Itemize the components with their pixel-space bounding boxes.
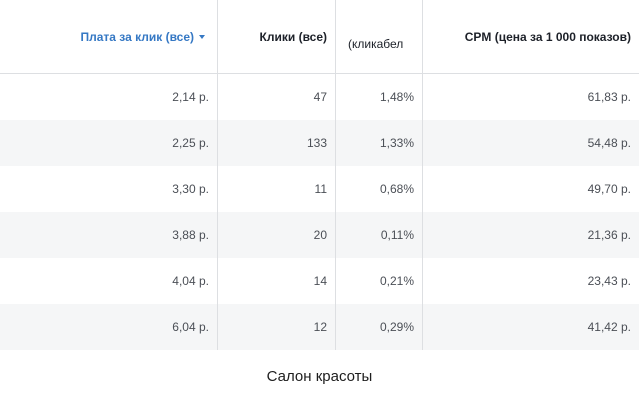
cell-cpm: 21,36 р. <box>587 228 631 242</box>
cell-clicks: 11 <box>218 166 336 212</box>
column-header-clicks-label: Клики (все) <box>259 29 327 44</box>
cell-cpc: 4,04 р. <box>0 258 218 304</box>
cell-cpm: 23,43 р. <box>587 274 631 288</box>
table-row: 3,88 р. 20 0,11% 21,36 р. <box>0 212 639 258</box>
cell-clicks: 12 <box>218 304 336 350</box>
cell-ctr: 1,48% <box>336 74 423 120</box>
table-header-row: Плата за клик (все) Клики (все) (кликабе… <box>0 0 639 74</box>
cell-clicks: 14 <box>218 258 336 304</box>
cell-cpc: 3,30 р. <box>0 166 218 212</box>
table-row: 2,14 р. 47 1,48% 61,83 р. <box>0 74 639 120</box>
table-row: 4,04 р. 14 0,21% 23,43 р. <box>0 258 639 304</box>
cell-ctr: 0,11% <box>336 212 423 258</box>
table-row: 6,04 р. 12 0,29% 41,42 р. <box>0 304 639 350</box>
cell-ctr: 1,33% <box>336 120 423 166</box>
cell-cpc: 2,14 р. <box>0 74 218 120</box>
table-row: 3,30 р. 11 0,68% 49,70 р. <box>0 166 639 212</box>
cell-cpc: 6,04 р. <box>0 304 218 350</box>
ads-metrics-table: Плата за клик (все) Клики (все) (кликабе… <box>0 0 639 350</box>
caption: Салон красоты <box>266 368 373 385</box>
cell-cpm: 61,83 р. <box>587 90 631 104</box>
column-header-cpm[interactable]: CPM (цена за 1 000 показов) <box>423 0 639 73</box>
cell-cpm: 54,48 р. <box>587 136 631 150</box>
cell-cpc: 3,88 р. <box>0 212 218 258</box>
cell-clicks: 133 <box>218 120 336 166</box>
column-header-cpm-label: CPM (цена за 1 000 показов) <box>464 29 631 44</box>
table-row: 2,25 р. 133 1,33% 54,48 р. <box>0 120 639 166</box>
cell-ctr: 0,29% <box>336 304 423 350</box>
column-header-ctr[interactable]: (кликабел <box>336 0 423 73</box>
column-header-clicks[interactable]: Клики (все) <box>218 0 336 73</box>
cell-ctr: 0,21% <box>336 258 423 304</box>
cell-cpm: 49,70 р. <box>587 182 631 196</box>
column-header-cpc[interactable]: Плата за клик (все) <box>0 0 218 73</box>
column-header-ctr-label: (кликабел <box>348 36 404 51</box>
cell-clicks: 47 <box>218 74 336 120</box>
cell-cpm: 41,42 р. <box>587 320 631 334</box>
cell-ctr: 0,68% <box>336 166 423 212</box>
column-header-cpc-label: Плата за клик (все) <box>80 29 194 44</box>
chevron-down-icon <box>199 35 205 39</box>
cell-cpc: 2,25 р. <box>0 120 218 166</box>
cell-clicks: 20 <box>218 212 336 258</box>
